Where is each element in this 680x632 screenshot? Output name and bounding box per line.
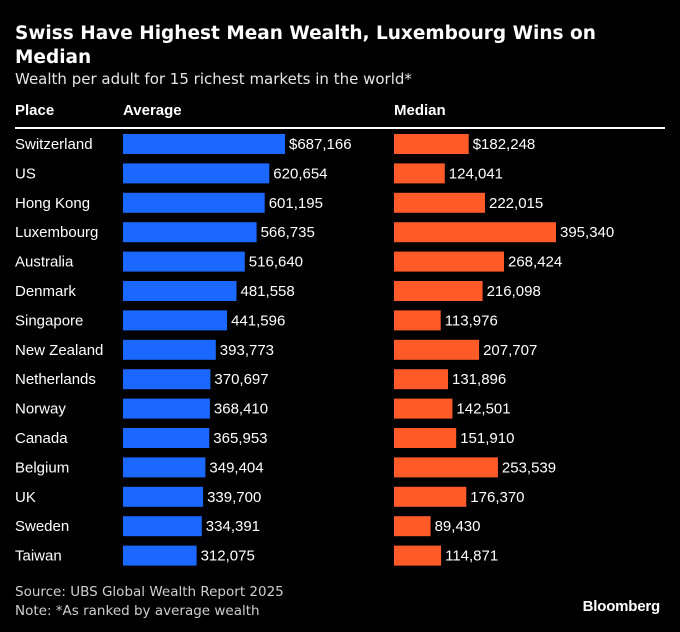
median-value-label-uk: 176,370: [470, 489, 524, 506]
average-value-label-taiwan: 312,075: [201, 548, 255, 565]
average-value-label-norway: 368,410: [214, 401, 268, 418]
median-bar-switzerland: [394, 134, 469, 154]
median-bar-luxembourg: [394, 222, 556, 243]
median-value-label-singapore: 113,976: [445, 312, 498, 329]
average-bar-belgium: [123, 457, 206, 478]
median-value-label-australia: 268,424: [508, 254, 562, 271]
average-bar-australia: [123, 251, 245, 272]
average-value-label-uk: 339,700: [207, 489, 261, 506]
median-bar-belgium: [394, 457, 498, 478]
median-value-label-norway: 142,501: [456, 401, 510, 418]
average-value-label-canada: 365,953: [213, 430, 267, 447]
median-value-label-taiwan: 114,871: [445, 548, 498, 565]
average-value-label-switzerland: $687,166: [289, 136, 352, 153]
category-label-taiwan: Taiwan: [15, 548, 62, 565]
median-bar-new-zealand: [394, 339, 480, 360]
category-label-australia: Australia: [15, 254, 74, 271]
average-bar-hong-kong: [123, 192, 265, 213]
average-bar-canada: [123, 428, 210, 448]
median-bar-taiwan: [394, 545, 442, 566]
average-bar-uk: [123, 486, 204, 507]
median-value-label-sweden: 89,430: [435, 518, 481, 535]
median-bar-denmark: [394, 281, 483, 301]
average-bar-new-zealand: [123, 339, 216, 360]
average-bar-switzerland: [123, 134, 285, 154]
average-value-label-sweden: 334,391: [206, 518, 260, 535]
category-label-netherlands: Netherlands: [15, 371, 96, 388]
wealth-bar-chart: Switzerland $687,166 $182,248 US 620,654 124,…: [15, 134, 614, 566]
average-bar-us: [123, 163, 270, 184]
average-bar-taiwan: [123, 545, 197, 566]
category-label-new-zealand: New Zealand: [15, 342, 103, 359]
average-value-label-us: 620,654: [273, 165, 327, 182]
average-value-label-australia: 516,640: [249, 254, 303, 271]
median-value-label-canada: 151,910: [460, 430, 514, 447]
average-bar-netherlands: [123, 369, 211, 390]
median-bar-us: [394, 163, 445, 184]
chart-subtitle: Wealth per adult for 15 richest markets …: [15, 70, 412, 88]
column-header-average: Average: [123, 102, 182, 119]
average-bar-luxembourg: [123, 222, 257, 243]
median-bar-canada: [394, 428, 457, 448]
median-value-label-us: 124,041: [449, 165, 503, 182]
average-value-label-denmark: 481,558: [241, 283, 295, 300]
average-bar-denmark: [123, 281, 237, 301]
average-value-label-netherlands: 370,697: [214, 371, 268, 388]
average-value-label-belgium: 349,404: [209, 459, 263, 476]
category-label-norway: Norway: [15, 401, 66, 418]
category-label-sweden: Sweden: [15, 518, 69, 535]
column-header-median: Median: [394, 102, 446, 119]
source-note: Source: UBS Global Wealth Report 2025: [15, 584, 284, 600]
median-bar-singapore: [394, 310, 441, 331]
category-label-luxembourg: Luxembourg: [15, 224, 98, 241]
category-label-singapore: Singapore: [15, 312, 83, 329]
category-label-us: US: [15, 165, 36, 182]
median-bar-netherlands: [394, 369, 448, 390]
median-bar-uk: [394, 486, 467, 507]
average-value-label-new-zealand: 393,773: [220, 342, 274, 359]
category-label-switzerland: Switzerland: [15, 136, 93, 153]
median-bar-norway: [394, 398, 453, 419]
category-label-canada: Canada: [15, 430, 68, 447]
header-rule: [15, 127, 665, 129]
median-value-label-netherlands: 131,896: [452, 371, 506, 388]
average-value-label-hong-kong: 601,195: [269, 195, 323, 212]
column-header-place: Place: [15, 102, 55, 119]
median-value-label-hong-kong: 222,015: [489, 195, 543, 212]
category-label-belgium: Belgium: [15, 459, 69, 476]
median-value-label-switzerland: $182,248: [473, 136, 536, 153]
median-bar-hong-kong: [394, 192, 485, 213]
average-bar-sweden: [123, 516, 202, 537]
category-label-denmark: Denmark: [15, 283, 76, 300]
median-value-label-luxembourg: 395,340: [560, 224, 614, 241]
chart-title: Swiss Have Highest Mean Wealth, Luxembou…: [15, 23, 596, 68]
footnote: Note: *As ranked by average wealth: [15, 603, 260, 619]
average-value-label-luxembourg: 566,735: [261, 224, 315, 241]
median-value-label-new-zealand: 207,707: [483, 342, 537, 359]
average-bar-norway: [123, 398, 210, 419]
category-label-uk: UK: [15, 489, 36, 506]
median-value-label-denmark: 216,098: [487, 283, 541, 300]
median-value-label-belgium: 253,539: [502, 459, 556, 476]
category-label-hong-kong: Hong Kong: [15, 195, 90, 212]
median-bar-sweden: [394, 516, 431, 537]
average-bar-singapore: [123, 310, 228, 331]
average-value-label-singapore: 441,596: [231, 312, 285, 329]
median-bar-australia: [394, 251, 504, 272]
bloomberg-logo: Bloomberg: [582, 598, 661, 615]
